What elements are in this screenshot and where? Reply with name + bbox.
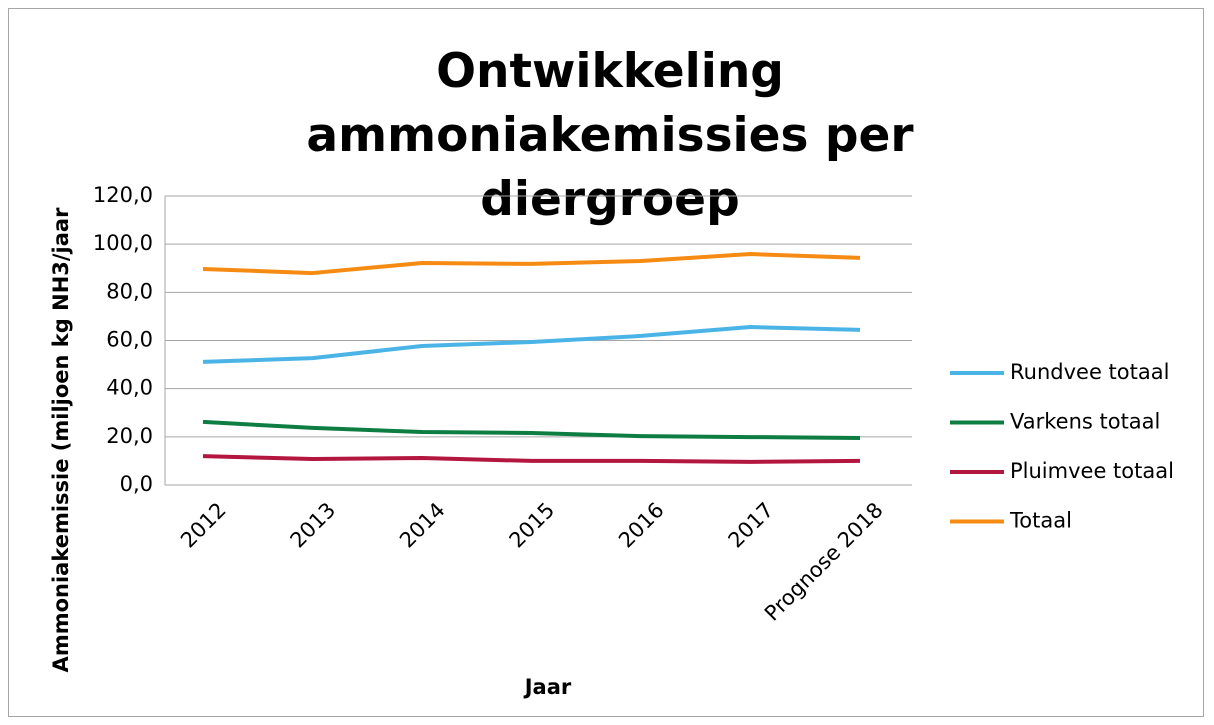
y-tick-label: 20,0: [106, 424, 153, 448]
x-tick-label: 2012: [176, 498, 231, 553]
y-tick-label: 0,0: [120, 472, 153, 496]
legend-label: Totaal: [1009, 509, 1072, 533]
series-line: [202, 252, 861, 276]
chart-title: Ontwikkeling ammoniakemissies per diergr…: [306, 44, 914, 227]
y-tick-label: 60,0: [106, 328, 153, 352]
series-line: [202, 454, 861, 464]
x-tick-label: 2016: [614, 498, 669, 553]
y-tick-label: 120,0: [93, 183, 153, 207]
x-tick-label: Prognose 2018: [760, 498, 888, 626]
x-axis-title: Jaar: [523, 675, 572, 699]
legend-label: Rundvee totaal: [1010, 360, 1169, 384]
y-tick-label: 40,0: [106, 376, 153, 400]
x-tick-label: 2017: [724, 498, 779, 553]
y-tick-label: 100,0: [93, 231, 153, 255]
y-axis-title: Ammoniakemissie (miljoen kg NH3/jaar: [49, 207, 73, 673]
legend-label: Varkens totaal: [1010, 410, 1160, 434]
x-tick-label: 2014: [395, 498, 450, 553]
chart-frame: [8, 8, 1204, 717]
x-tick-label: 2015: [505, 498, 560, 553]
legend-label: Pluimvee totaal: [1010, 459, 1174, 483]
x-tick-label: 2013: [286, 498, 341, 553]
series-line: [202, 325, 861, 364]
y-tick-label: 80,0: [106, 279, 153, 303]
series-line: [202, 419, 861, 441]
